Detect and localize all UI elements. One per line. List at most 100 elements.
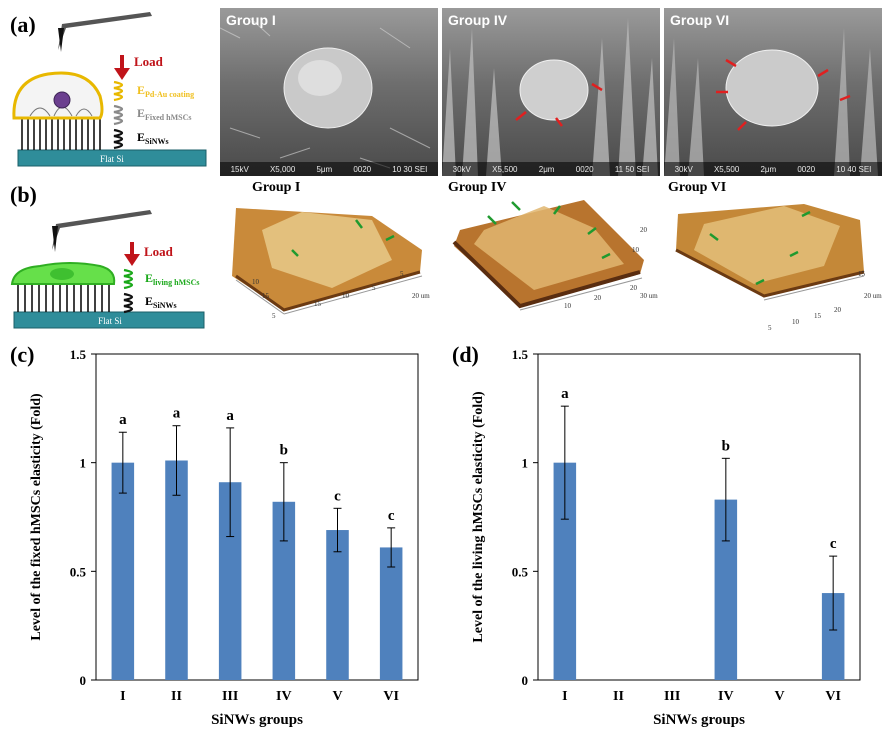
afm-cantilever [58,12,152,50]
x-tick-label: III [664,689,680,704]
y-tick-label: 1.5 [70,347,87,362]
x-axis-label: SiNWs groups [211,712,303,728]
label-coating: EPd-Au coating [137,83,194,99]
x-tick-label: IV [718,689,734,704]
afm-tick: 20 [630,284,638,292]
substrate [17,149,207,167]
x-tick-label: VI [825,689,841,704]
sem-info: X5,500 [492,164,518,174]
afm-image-group-vi: Group VI 20 um 20 15 10 5 15 [664,180,882,340]
load-arrow-head [124,254,140,266]
afm-arrows [709,210,811,286]
y-tick-label: 0.5 [70,564,87,579]
sem-info: 30kV [452,164,471,174]
x-tick-label: V [332,689,342,704]
sem-title: Group VI [670,12,730,28]
afm-tick: 10 [252,278,260,286]
sem-info: X5,500 [713,164,740,174]
y-tick-label: 1.5 [512,347,529,362]
afm-tick: 20 [834,306,842,314]
afm-axis [283,275,423,315]
afm-tip [58,28,64,52]
afm-tick: 5 [372,284,376,292]
afm-tick: 5 [768,324,772,332]
sem-info: 10 30 SEI [392,164,428,174]
spring-coating [113,80,124,102]
sem-info: 0020 [797,164,816,174]
sem-info-bar: 15kV X5,000 5μm 0020 10 30 SEI [220,162,438,176]
label-nanowires: ESiNWs [145,294,177,310]
sem-arrows [716,58,851,131]
significance-letter: c [388,508,395,524]
label-fixed-cell: EFixed hMSCs [137,106,191,122]
afm-tick: 10 [342,292,350,300]
afm-axis [763,275,865,301]
afm-tick: 20 [640,226,648,234]
spring-nanowires [113,128,124,150]
x-tick-label: III [222,689,238,704]
sem-cell [725,49,819,127]
afm-edge [452,240,641,309]
afm-title: Group I [252,180,301,195]
significance-letter: c [334,488,341,504]
afm-surface: 5 5 10 15 20 um 15 10 5 [232,208,430,320]
afm-edge [675,248,865,298]
panel-letter-a: (a) [10,12,36,37]
bar [714,499,738,680]
afm-cell-region [262,212,392,288]
sem-texture [220,17,431,169]
afm-title: Group VI [668,180,727,195]
sem-image-group-vi: Group VI 30kV X5,500 2μm 0020 10 40 SEI [664,8,882,176]
afm-tick: 10 [792,318,800,326]
significance-letter: a [561,386,569,402]
significance-letter: a [173,406,181,422]
chart-fixed-elasticity: 0 0.5 1 1.5 Ia II a III a IV b Vc VI c SiNWs groups Lev… [29,347,419,728]
panel-letter-c: (c) [10,342,35,367]
sem-cell-highlight [298,60,342,96]
bar [272,501,296,680]
sem-info-bar: 30kV X5,500 2μm 0020 11 50 SEI [442,162,660,176]
afm-image-group-iv: Group IV 10 20 20 30 um 20 10 [444,180,662,340]
x-tick-label: VI [383,689,399,704]
label-living-cell: Eliving hMSCs [145,271,199,287]
significance-letter: b [280,443,288,459]
fixed-cell-schematic: Flat Si Load EPd-Au coating EFixed hMSCs… [12,12,207,167]
bar [111,462,135,680]
afm-tick: 15 [814,312,822,320]
afm-surface: 10 20 20 30 um 20 10 [452,200,658,311]
panel-letter-d: (d) [452,342,479,367]
spring-nanowires [123,292,134,314]
afm-tick: 15 [314,300,322,308]
y-axis-label: Level of the living hMSCs elasticity (Fo… [471,391,486,643]
cell-nucleus [50,268,74,280]
sem-info-bar: 30kV X5,500 2μm 0020 10 40 SEI [664,162,882,176]
sem-info: 0020 [353,164,372,174]
afm-surface: 20 um 20 15 10 5 15 [675,204,882,332]
x-tick-label: V [774,689,784,704]
sem-info: 5μm [316,164,333,174]
sem-title: Group IV [448,12,508,28]
x-tick-label: II [613,689,624,704]
afm-tick: 15 [858,270,866,278]
afm-tick: 10 [564,302,572,310]
bar [165,460,188,680]
bar [326,530,349,680]
afm-tick: 10 [632,246,640,254]
nanowire-array [21,116,101,150]
y-tick-label: 1 [522,456,529,471]
plot-frame [537,353,861,681]
x-tick-label: II [171,689,182,704]
load-label: Load [144,244,174,259]
label-nanowires: ESiNWs [137,130,169,146]
bar [218,482,242,680]
load-label: Load [134,54,164,69]
afm-cell-region [694,206,840,284]
bar [553,462,577,680]
bar [821,593,845,680]
afm-tick: 30 um [640,292,658,300]
sem-image-group-i: Group I 15kV X5,000 5μm 0020 10 30 SEI [220,8,438,176]
afm-axis [235,279,285,315]
sem-info: 11 50 SEI [614,164,650,174]
afm-title: Group IV [448,180,507,195]
sem-cell [519,59,589,121]
